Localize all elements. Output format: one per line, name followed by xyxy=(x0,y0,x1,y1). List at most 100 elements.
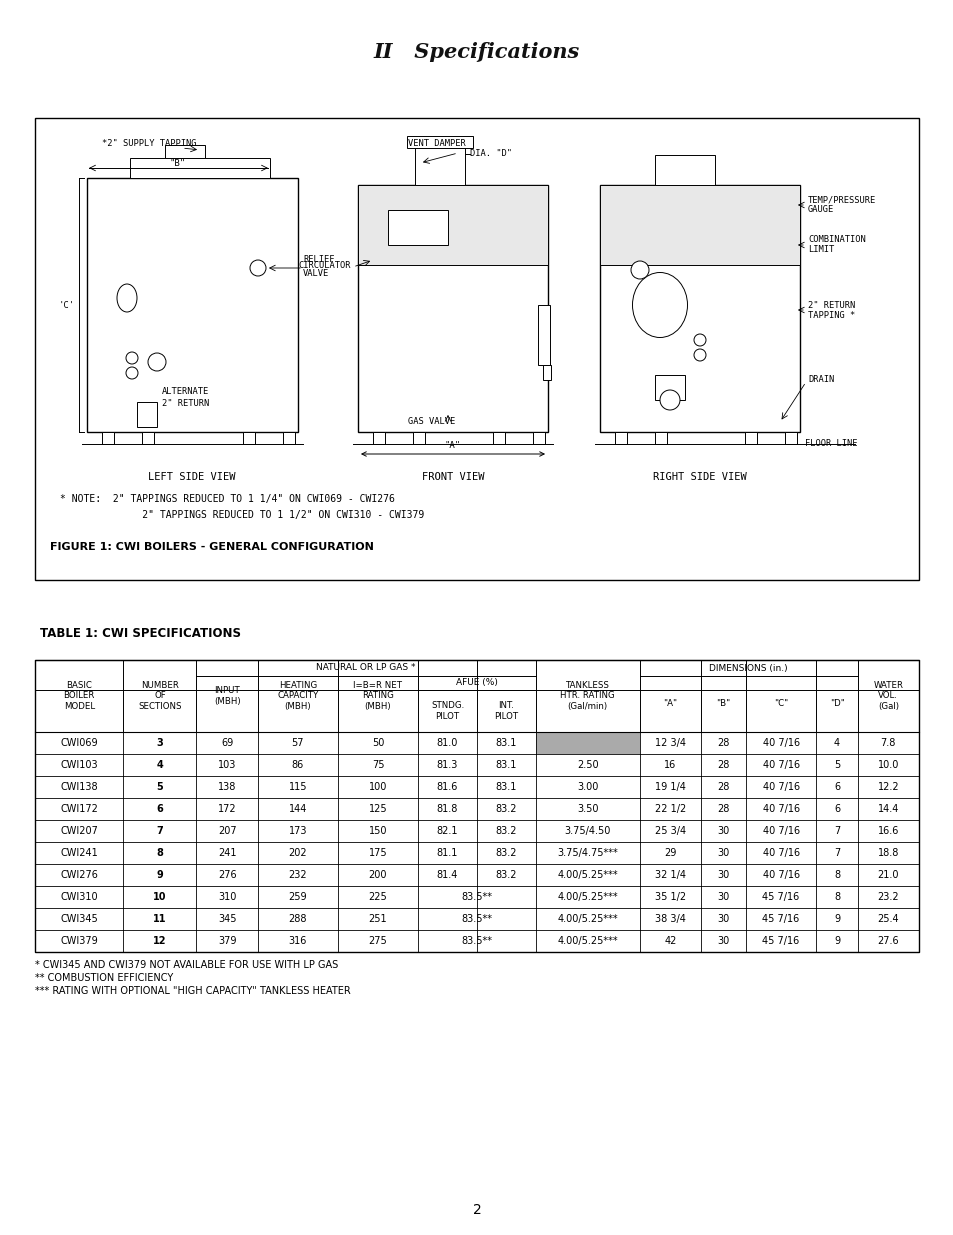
Text: 4.00/5.25***: 4.00/5.25*** xyxy=(557,869,618,881)
Text: 115: 115 xyxy=(289,782,307,792)
Text: 86: 86 xyxy=(292,760,304,769)
Bar xyxy=(744,432,757,445)
Text: 173: 173 xyxy=(289,826,307,836)
Text: 276: 276 xyxy=(217,869,236,881)
Text: 40 7/16: 40 7/16 xyxy=(761,848,799,858)
Bar xyxy=(373,432,385,445)
Bar xyxy=(536,732,639,755)
Text: 14.4: 14.4 xyxy=(877,804,898,814)
Text: 4: 4 xyxy=(833,739,840,748)
Text: 57: 57 xyxy=(292,739,304,748)
Text: 138: 138 xyxy=(217,782,236,792)
Text: LEFT SIDE VIEW: LEFT SIDE VIEW xyxy=(148,472,235,482)
Text: STNDG.
PILOT: STNDG. PILOT xyxy=(431,701,464,721)
Text: "A": "A" xyxy=(444,441,460,451)
Text: "B": "B" xyxy=(170,158,186,168)
Text: 25 3/4: 25 3/4 xyxy=(654,826,685,836)
Text: 9: 9 xyxy=(156,869,163,881)
Text: 82.1: 82.1 xyxy=(436,826,457,836)
Text: GAUGE: GAUGE xyxy=(807,205,833,215)
Bar xyxy=(283,432,294,445)
Text: *2" SUPPLY TAPPING: *2" SUPPLY TAPPING xyxy=(102,138,196,147)
Text: 103: 103 xyxy=(217,760,236,769)
Bar xyxy=(655,375,684,400)
Text: 100: 100 xyxy=(369,782,387,792)
Bar xyxy=(357,185,547,266)
Text: * CWI345 AND CWI379 NOT AVAILABLE FOR USE WITH LP GAS: * CWI345 AND CWI379 NOT AVAILABLE FOR US… xyxy=(35,960,338,969)
Text: BASIC
BOILER
MODEL: BASIC BOILER MODEL xyxy=(64,680,94,711)
Text: "A": "A" xyxy=(662,699,677,709)
Text: 75: 75 xyxy=(372,760,384,769)
Text: CWI207: CWI207 xyxy=(60,826,98,836)
Text: 40 7/16: 40 7/16 xyxy=(761,826,799,836)
Text: RELIEF: RELIEF xyxy=(303,256,335,264)
Text: 45 7/16: 45 7/16 xyxy=(761,892,799,902)
Text: 8: 8 xyxy=(833,869,840,881)
Text: 3.75/4.75***: 3.75/4.75*** xyxy=(557,848,618,858)
Bar xyxy=(493,432,504,445)
Text: DRAIN: DRAIN xyxy=(807,375,833,384)
Text: CWI310: CWI310 xyxy=(60,892,98,902)
Text: 16.6: 16.6 xyxy=(877,826,898,836)
Text: I=B=R NET
RATING
(MBH): I=B=R NET RATING (MBH) xyxy=(354,680,402,711)
Text: 19 1/4: 19 1/4 xyxy=(654,782,685,792)
Bar xyxy=(655,432,666,445)
Text: 275: 275 xyxy=(368,936,387,946)
Text: 16: 16 xyxy=(663,760,676,769)
Text: DIA. "D": DIA. "D" xyxy=(470,148,512,158)
Text: TABLE 1: CWI SPECIFICATIONS: TABLE 1: CWI SPECIFICATIONS xyxy=(40,627,241,640)
Text: 175: 175 xyxy=(368,848,387,858)
Text: 4: 4 xyxy=(156,760,163,769)
Bar xyxy=(137,403,157,427)
Text: 40 7/16: 40 7/16 xyxy=(761,760,799,769)
Text: CWI241: CWI241 xyxy=(60,848,98,858)
Text: VENT DAMPER: VENT DAMPER xyxy=(408,138,465,147)
Text: 7: 7 xyxy=(833,848,840,858)
Text: 5: 5 xyxy=(156,782,163,792)
Text: 8: 8 xyxy=(833,892,840,902)
Text: 81.1: 81.1 xyxy=(436,848,457,858)
Text: 40 7/16: 40 7/16 xyxy=(761,739,799,748)
Text: 28: 28 xyxy=(717,804,729,814)
Text: CWI172: CWI172 xyxy=(60,804,98,814)
Text: "C": "C" xyxy=(773,699,787,709)
Text: 'C': 'C' xyxy=(59,300,75,310)
Text: 40 7/16: 40 7/16 xyxy=(761,804,799,814)
Text: 45 7/16: 45 7/16 xyxy=(761,936,799,946)
Text: 3.75/4.50: 3.75/4.50 xyxy=(564,826,610,836)
Text: 83.2: 83.2 xyxy=(496,869,517,881)
Text: FIGURE 1: CWI BOILERS - GENERAL CONFIGURATION: FIGURE 1: CWI BOILERS - GENERAL CONFIGUR… xyxy=(50,542,374,552)
Text: 83.1: 83.1 xyxy=(496,739,517,748)
Text: *** RATING WITH OPTIONAL "HIGH CAPACITY" TANKLESS HEATER: *** RATING WITH OPTIONAL "HIGH CAPACITY"… xyxy=(35,986,351,995)
Text: 225: 225 xyxy=(368,892,387,902)
Text: 83.5**: 83.5** xyxy=(461,936,492,946)
Text: FRONT VIEW: FRONT VIEW xyxy=(421,472,484,482)
Text: 81.0: 81.0 xyxy=(436,739,457,748)
Circle shape xyxy=(126,352,138,364)
Text: 232: 232 xyxy=(288,869,307,881)
Circle shape xyxy=(630,261,648,279)
Text: 35 1/2: 35 1/2 xyxy=(654,892,685,902)
Text: TAPPING *: TAPPING * xyxy=(807,310,854,320)
Text: 42: 42 xyxy=(663,936,676,946)
Text: 3: 3 xyxy=(156,739,163,748)
Bar xyxy=(413,432,424,445)
Text: 288: 288 xyxy=(289,914,307,924)
Text: 10: 10 xyxy=(153,892,167,902)
Text: 2" RETURN: 2" RETURN xyxy=(807,300,854,310)
Bar xyxy=(599,185,800,266)
Text: 69: 69 xyxy=(221,739,233,748)
Bar xyxy=(415,148,464,185)
Bar xyxy=(35,119,918,580)
Text: "D": "D" xyxy=(829,699,843,709)
Text: 23.2: 23.2 xyxy=(877,892,899,902)
Text: 81.8: 81.8 xyxy=(436,804,457,814)
Circle shape xyxy=(148,353,166,370)
Text: INT.
PILOT: INT. PILOT xyxy=(494,701,518,721)
Bar xyxy=(542,366,551,380)
Text: CWI276: CWI276 xyxy=(60,869,98,881)
Text: 45 7/16: 45 7/16 xyxy=(761,914,799,924)
Text: 6: 6 xyxy=(833,782,840,792)
Text: 241: 241 xyxy=(217,848,236,858)
Text: 9: 9 xyxy=(833,936,840,946)
